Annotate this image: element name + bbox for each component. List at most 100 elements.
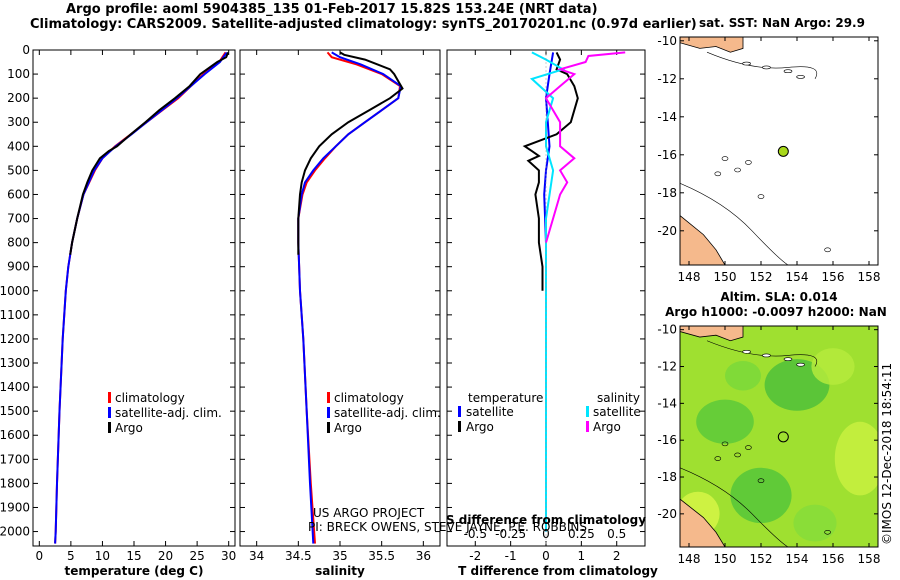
series-line-satellite-adj-clim- xyxy=(297,51,402,544)
legend-label: Argo xyxy=(334,421,362,435)
legend-label: Argo xyxy=(466,420,494,434)
title-line-1: Argo profile: aoml 5904385_135 01-Feb-20… xyxy=(66,2,598,17)
depth-contour xyxy=(680,467,789,547)
depth-contour xyxy=(706,51,817,79)
pi-annotation: PI: BRECK OWENS, STEVE JAYNE, P.E. ROBBI… xyxy=(308,520,587,534)
y-tick-label: 200 xyxy=(7,91,30,105)
x-tick-label: 35 xyxy=(332,549,347,563)
reef xyxy=(745,160,752,165)
x-tick-label-salinity: 0.25 xyxy=(568,527,595,541)
legend-swatch xyxy=(327,422,330,433)
reef xyxy=(714,456,722,461)
map-lat-label: -14 xyxy=(657,396,677,410)
x-tick-label-salinity: -0.5 xyxy=(464,527,487,541)
land-australia xyxy=(680,498,726,547)
map-lat-label: -12 xyxy=(657,360,677,374)
x-tick-label: 20 xyxy=(158,549,173,563)
x-axis-label: T difference from climatology xyxy=(458,564,658,578)
y-tick-label: 1900 xyxy=(0,500,30,514)
y-tick-label: 1700 xyxy=(0,452,30,466)
legend-swatch xyxy=(327,407,330,418)
panel-difference xyxy=(446,49,646,547)
sla-anomaly-patch xyxy=(696,399,754,444)
map-lon-label: 148 xyxy=(678,552,701,566)
x-tick-label: 30 xyxy=(221,549,236,563)
y-tick-label: 1600 xyxy=(0,428,30,442)
x-tick-label: 34.5 xyxy=(285,549,312,563)
panel-temperature xyxy=(32,49,236,547)
map-lon-label: 156 xyxy=(822,552,845,566)
y-tick-label: 1000 xyxy=(0,284,30,298)
sla-anomaly-patch xyxy=(725,360,761,391)
x-tick-label: 0 xyxy=(35,549,43,563)
reef xyxy=(734,452,741,458)
x-tick-label: 36 xyxy=(416,549,431,563)
map-lat-label: -14 xyxy=(657,110,677,124)
sla-anomaly-patch xyxy=(811,348,855,385)
legend-swatch xyxy=(108,392,111,403)
island xyxy=(783,69,793,73)
watermark: ©IMOS 12-Dec-2018 18:54:11 xyxy=(880,362,894,545)
y-tick-label: 100 xyxy=(7,67,30,81)
land-new-guinea xyxy=(680,37,744,53)
map-lon-label: 152 xyxy=(750,270,773,284)
x-tick-label-salinity: 0.5 xyxy=(607,527,626,541)
reef xyxy=(721,441,729,447)
island xyxy=(762,65,771,70)
legend-swatch xyxy=(108,407,111,418)
y-tick-label: 1400 xyxy=(0,380,30,394)
map-lon-label: 158 xyxy=(858,270,881,284)
x-tick-label: 34 xyxy=(249,549,264,563)
land-new-guinea xyxy=(680,326,744,342)
island xyxy=(742,349,751,354)
map-lon-label: 152 xyxy=(750,552,773,566)
legend-label: satellite-adj. clim. xyxy=(115,406,222,420)
x-axis-label: salinity xyxy=(315,564,365,578)
series-line-t-argo xyxy=(522,51,579,291)
reef xyxy=(757,194,765,199)
argo-position-marker xyxy=(777,145,789,157)
reef xyxy=(824,247,831,253)
legend-label: climatology xyxy=(115,391,185,405)
reef xyxy=(714,171,722,177)
map-lat-label: -20 xyxy=(657,507,677,521)
map-lon-label: 148 xyxy=(678,270,701,284)
sst-map-title: sat. SST: NaN Argo: 29.9 xyxy=(699,16,865,30)
y-tick-label: 1300 xyxy=(0,356,30,370)
island xyxy=(762,353,771,358)
map-lat-label: -16 xyxy=(657,148,677,162)
y-tick-label: 900 xyxy=(7,260,30,274)
legend-label: climatology xyxy=(334,391,404,405)
x-tick-label-salinity: -0.25 xyxy=(495,527,526,541)
legend-swatch xyxy=(108,422,111,433)
island xyxy=(796,362,805,367)
map-sla xyxy=(679,325,879,548)
y-tick-label: 800 xyxy=(7,236,30,250)
x-tick-label: 15 xyxy=(126,549,141,563)
y-tick-label: 1200 xyxy=(0,332,30,346)
series-line-argo xyxy=(69,52,230,255)
panel-frame xyxy=(239,49,441,547)
x-axis-label-salinity: S difference from climatology xyxy=(446,513,646,527)
island xyxy=(783,357,793,361)
reef xyxy=(734,167,741,173)
legend-label: satellite xyxy=(466,405,514,419)
x-tick-label: 0 xyxy=(542,549,550,563)
x-tick-label-salinity: 0 xyxy=(542,527,550,541)
x-tick-label: 25 xyxy=(189,549,204,563)
sla-map-title: Altim. SLA: 0.014 xyxy=(720,290,837,304)
map-lon-label: 154 xyxy=(786,552,809,566)
land-australia xyxy=(680,215,726,265)
x-tick-label: 2 xyxy=(613,549,621,563)
x-tick-label: 5 xyxy=(67,549,75,563)
y-tick-label: 0 xyxy=(22,43,30,57)
legend-swatch xyxy=(586,421,589,432)
map-lon-label: 150 xyxy=(714,552,737,566)
map-inner xyxy=(680,326,878,547)
sla-anomaly-patch xyxy=(793,504,837,542)
x-axis-label: temperature (deg C) xyxy=(65,564,204,578)
legend-swatch xyxy=(586,406,589,417)
island xyxy=(742,61,751,66)
y-tick-label: 600 xyxy=(7,187,30,201)
